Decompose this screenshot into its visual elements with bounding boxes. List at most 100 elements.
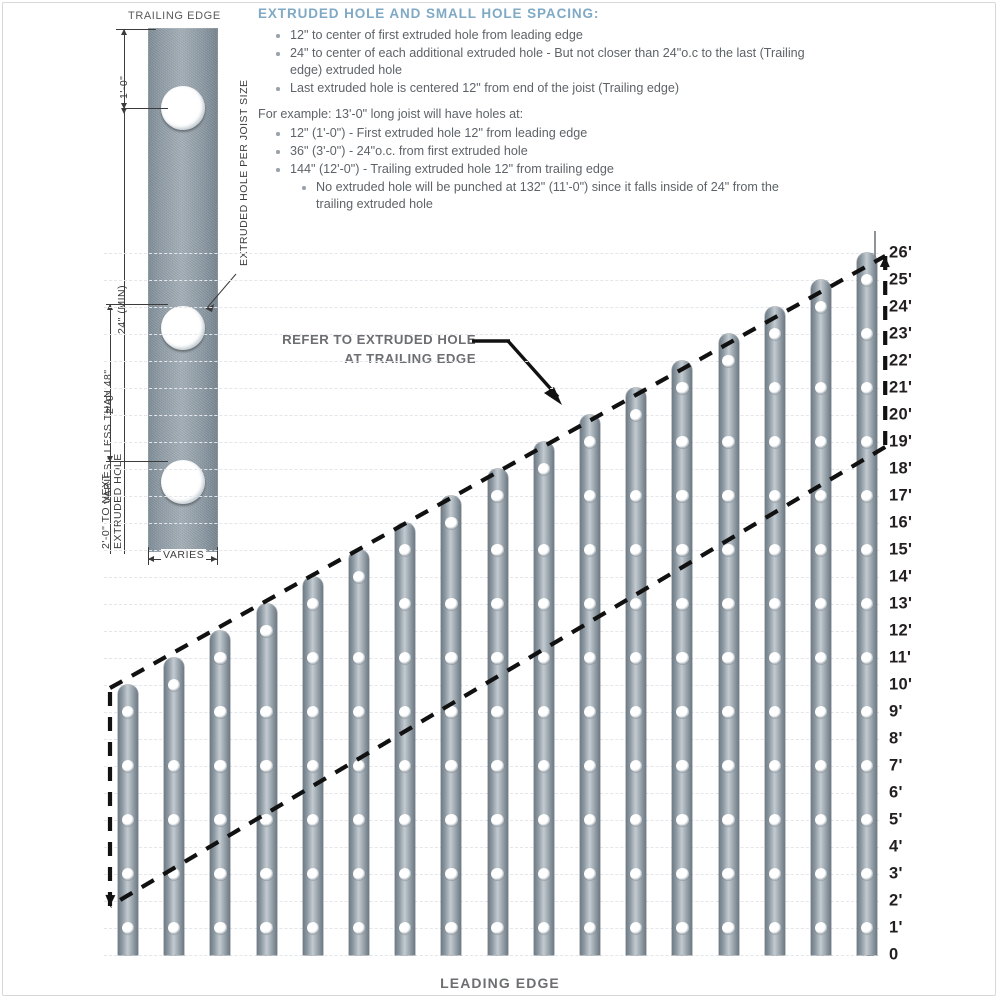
extruded-hole-icon bbox=[399, 759, 412, 773]
extruded-hole-icon bbox=[260, 921, 273, 935]
extruded-hole-icon bbox=[583, 597, 597, 611]
axis-tick-label: 22' bbox=[889, 351, 913, 370]
chart-plot-area: 0 1' 2' 3' 4' 5' 6' 7' 8' 9' 10' 11' 12' 13' 14' 15' 16'… bbox=[104, 196, 912, 966]
joist-hole-chart: 0 1' 2' 3' 4' 5' 6' 7' 8' 9' 10' 11' 12' 13' 14' 15' 16'… bbox=[104, 196, 912, 966]
extruded-hole-icon bbox=[768, 921, 781, 935]
extruded-hole-icon bbox=[814, 543, 828, 557]
extruded-hole-icon bbox=[121, 813, 135, 827]
dimension-line-1ft bbox=[124, 29, 125, 109]
axis-tick-label: 10' bbox=[889, 675, 913, 694]
extruded-hole-icon bbox=[861, 705, 874, 719]
list-item: Last extruded hole is centered 12" from … bbox=[276, 80, 814, 97]
axis-tick-label: 3' bbox=[889, 864, 903, 883]
extruded-hole-icon bbox=[399, 705, 412, 719]
extruded-hole-icon bbox=[168, 813, 181, 827]
joist-bar bbox=[441, 496, 462, 955]
extruded-hole-icon bbox=[676, 705, 689, 719]
extruded-hole-icon bbox=[814, 597, 828, 611]
extruded-hole-icon bbox=[861, 867, 874, 881]
axis-tick-label: 6' bbox=[889, 783, 903, 802]
extruded-hole-icon bbox=[352, 570, 366, 584]
extruded-hole-icon bbox=[861, 759, 874, 773]
gridline bbox=[104, 334, 879, 335]
extruded-hole-icon bbox=[491, 651, 504, 665]
extruded-hole-icon bbox=[352, 813, 366, 827]
extruded-hole-icon bbox=[352, 651, 366, 665]
extruded-hole-icon bbox=[814, 867, 828, 881]
arrow-down-icon bbox=[120, 108, 127, 114]
extruded-hole-icon bbox=[306, 921, 319, 935]
extruded-hole-icon bbox=[861, 813, 874, 827]
extruded-hole-icon bbox=[583, 813, 597, 827]
extruded-hole-icon bbox=[676, 921, 689, 935]
extruded-hole-icon bbox=[121, 705, 135, 719]
extruded-hole-icon bbox=[814, 300, 828, 314]
axis-tick-label: 19' bbox=[889, 432, 913, 451]
extruded-hole-icon bbox=[260, 624, 273, 638]
extruded-hole-icon bbox=[121, 759, 135, 773]
extruded-hole-icon bbox=[537, 651, 550, 665]
gridline bbox=[104, 253, 879, 254]
extruded-hole-icon bbox=[768, 867, 781, 881]
trailing-edge-boundary bbox=[105, 254, 890, 908]
extruded-hole-icon bbox=[583, 651, 597, 665]
extension-line bbox=[106, 461, 168, 462]
extruded-hole-icon bbox=[630, 408, 643, 422]
axis-tick-label: 17' bbox=[889, 486, 913, 505]
gridline bbox=[104, 388, 879, 389]
extruded-hole-icon bbox=[768, 327, 781, 341]
extruded-hole-icon bbox=[121, 867, 135, 881]
arrow-right-icon bbox=[211, 555, 217, 562]
joist-bar bbox=[349, 550, 369, 955]
extruded-hole-icon bbox=[537, 597, 550, 611]
extruded-hole-icon bbox=[306, 651, 319, 665]
extruded-hole-icon bbox=[214, 651, 227, 665]
extruded-hole-icon bbox=[214, 759, 227, 773]
extruded-hole-icon bbox=[676, 543, 689, 557]
axis-tick-label: 2' bbox=[889, 891, 903, 910]
joist-bar bbox=[764, 307, 785, 955]
extruded-hole-icon bbox=[445, 813, 458, 827]
axis-tick-label: 0 bbox=[889, 945, 899, 964]
extruded-hole-icon bbox=[722, 651, 735, 665]
hole-leader-line bbox=[205, 273, 237, 312]
extruded-hole-icon bbox=[861, 651, 874, 665]
extruded-hole-icon bbox=[722, 354, 735, 368]
extruded-hole-icon bbox=[768, 597, 781, 611]
extension-line bbox=[106, 304, 168, 305]
extruded-hole-icon bbox=[768, 813, 781, 827]
extruded-hole-icon bbox=[722, 543, 735, 557]
extruded-hole-icon bbox=[491, 867, 504, 881]
extruded-hole-icon bbox=[399, 867, 412, 881]
extruded-hole-icon bbox=[676, 651, 689, 665]
extruded-hole-icon bbox=[161, 306, 205, 350]
extruded-hole-icon bbox=[445, 597, 458, 611]
extruded-hole-icon bbox=[537, 921, 550, 935]
callout-line-2: AT TRAILING EDGE bbox=[344, 351, 476, 366]
extruded-hole-icon bbox=[537, 462, 550, 476]
extruded-hole-icon bbox=[722, 705, 735, 719]
example-lead-text: For example: 13'-0" long joist will have… bbox=[258, 107, 524, 121]
extruded-hole-icon bbox=[491, 813, 504, 827]
joist-bar bbox=[718, 334, 739, 955]
arrow-left-icon bbox=[148, 555, 154, 562]
extruded-hole-icon bbox=[306, 705, 319, 719]
extruded-hole-icon bbox=[214, 813, 227, 827]
extruded-hole-icon bbox=[445, 705, 458, 719]
extruded-hole-icon bbox=[168, 678, 181, 692]
extruded-hole-icon bbox=[676, 597, 689, 611]
extruded-hole-icon bbox=[306, 867, 319, 881]
extruded-hole-icon bbox=[399, 651, 412, 665]
extruded-hole-icon bbox=[583, 867, 597, 881]
extruded-hole-icon bbox=[630, 921, 643, 935]
extruded-hole-icon bbox=[121, 921, 135, 935]
extruded-hole-icon bbox=[814, 759, 828, 773]
extruded-hole-icon bbox=[768, 489, 781, 503]
axis-tick-label: 7' bbox=[889, 756, 903, 775]
extruded-hole-icon bbox=[445, 759, 458, 773]
extruded-hole-icon bbox=[861, 597, 874, 611]
extruded-hole-icon bbox=[722, 921, 735, 935]
extruded-hole-icon bbox=[676, 381, 689, 395]
axis-tick-label: 15' bbox=[889, 540, 913, 559]
